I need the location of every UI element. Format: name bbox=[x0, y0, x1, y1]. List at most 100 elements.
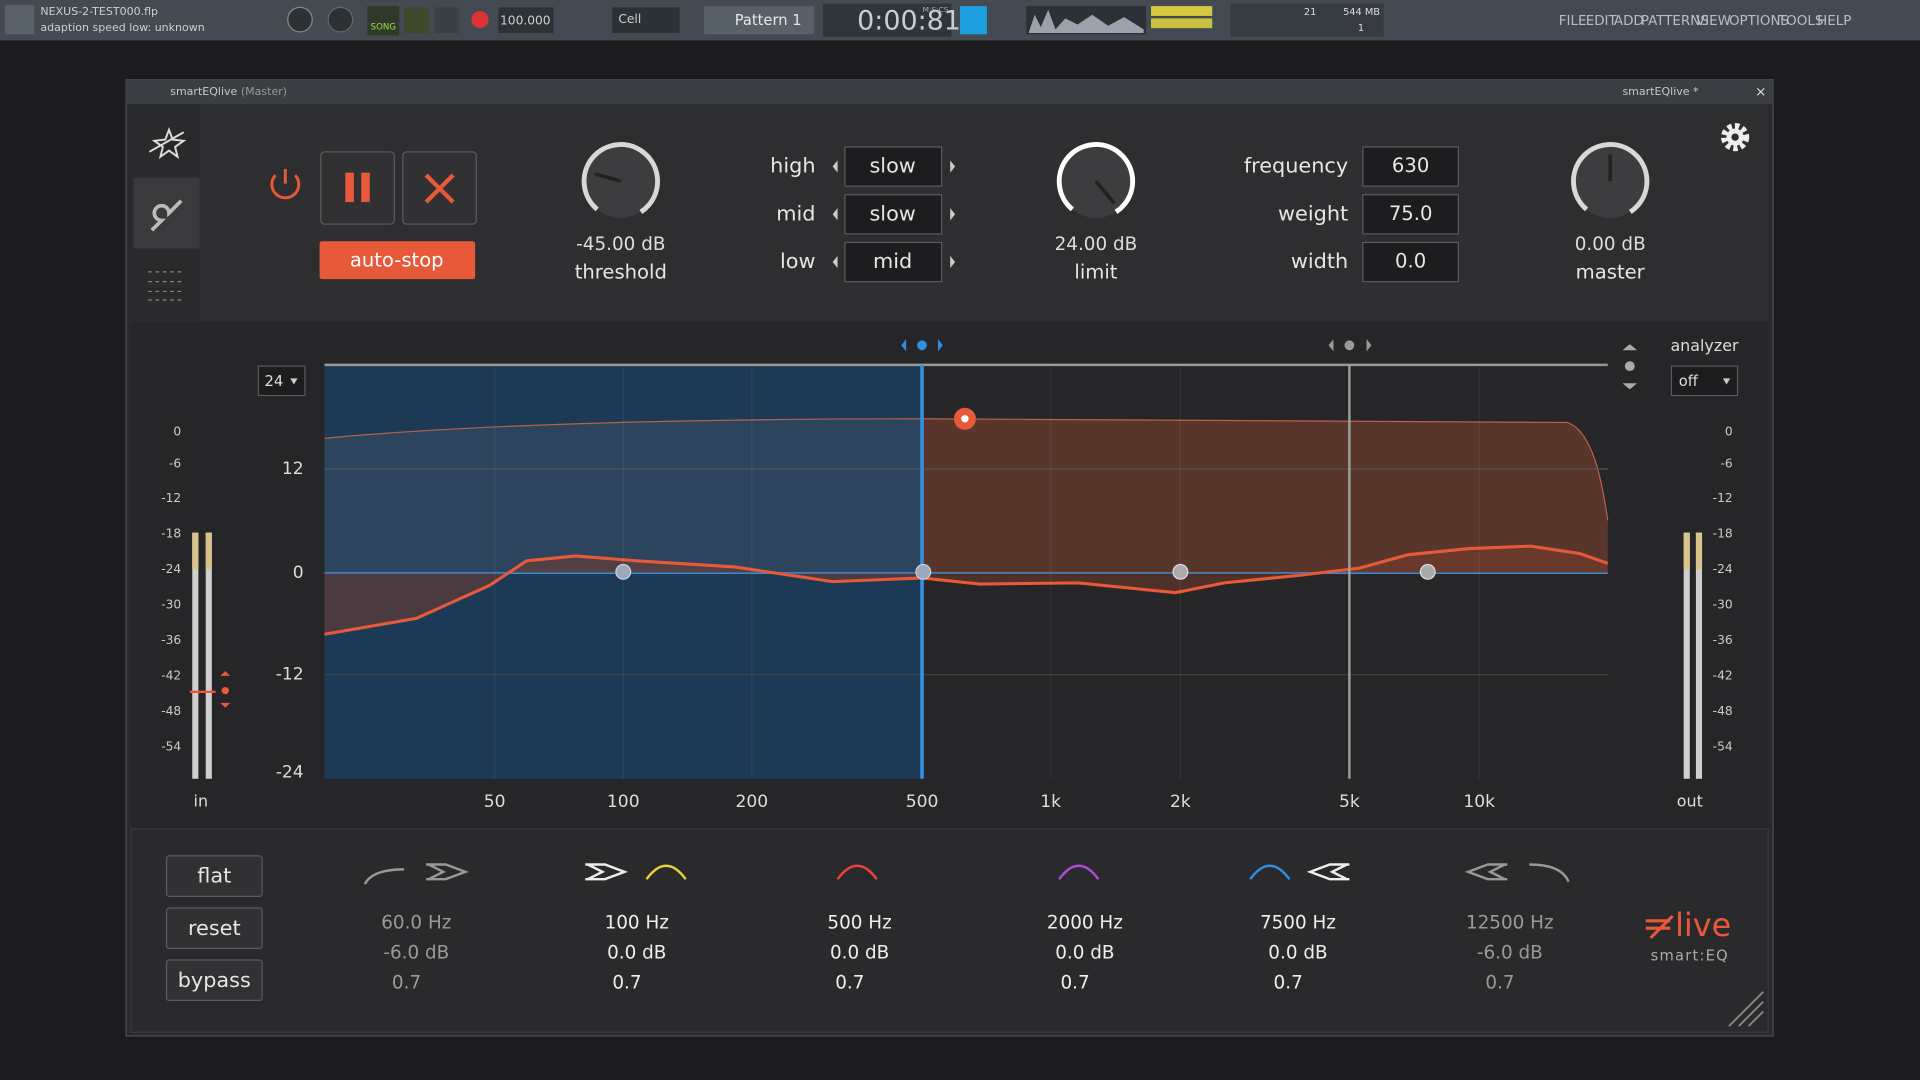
gain-tick-label: 12 bbox=[282, 459, 304, 479]
split-handle[interactable] bbox=[917, 340, 927, 351]
speed-box[interactable] bbox=[844, 194, 943, 235]
menu-item[interactable]: HELP bbox=[1817, 14, 1851, 29]
in-scale-label: -24 bbox=[161, 562, 181, 576]
band4-bell[interactable] bbox=[1058, 864, 1100, 880]
band6-icons[interactable] bbox=[1464, 863, 1570, 883]
power-button[interactable] bbox=[270, 168, 301, 200]
pause-button[interactable] bbox=[320, 151, 395, 225]
speed-label: mid bbox=[776, 201, 815, 225]
arrow-left[interactable] bbox=[832, 208, 838, 221]
band-frequency[interactable]: 12500 Hz bbox=[1466, 912, 1554, 933]
split-arrows[interactable] bbox=[1328, 339, 1372, 352]
resize-grip[interactable] bbox=[1728, 991, 1764, 1027]
online-button[interactable] bbox=[960, 6, 987, 35]
button[interactable] bbox=[165, 907, 263, 949]
menu-item[interactable]: OPTIONS bbox=[1729, 14, 1789, 29]
scroll-handle[interactable] bbox=[1624, 361, 1635, 372]
pause-button[interactable] bbox=[404, 7, 429, 34]
input-meter-top bbox=[205, 532, 212, 570]
snap-box[interactable] bbox=[612, 7, 680, 34]
band-frequency[interactable]: 7500 Hz bbox=[1260, 912, 1336, 933]
split-handle[interactable] bbox=[1344, 340, 1355, 351]
gate-handle[interactable] bbox=[221, 686, 229, 695]
band2-shape[interactable] bbox=[585, 863, 628, 881]
app-icon[interactable] bbox=[4, 4, 35, 35]
split-arrows[interactable] bbox=[901, 339, 943, 352]
band-q[interactable]: 0.7 bbox=[835, 972, 864, 993]
preset-name[interactable]: smartEQlive * bbox=[1622, 85, 1699, 98]
speed-box[interactable] bbox=[844, 241, 943, 283]
arrow-right[interactable] bbox=[950, 160, 956, 173]
stop-button[interactable] bbox=[434, 7, 460, 34]
band-frequency[interactable]: 100 Hz bbox=[605, 912, 669, 933]
master-knob[interactable] bbox=[1558, 129, 1662, 233]
record-button[interactable] bbox=[471, 11, 489, 29]
speed-label: high bbox=[770, 154, 815, 178]
band-q[interactable]: 0.7 bbox=[1485, 972, 1514, 993]
band-q[interactable]: 0.7 bbox=[392, 972, 421, 993]
master-volume[interactable] bbox=[287, 6, 313, 33]
band1-icons[interactable] bbox=[363, 863, 469, 885]
song-mode[interactable] bbox=[367, 6, 400, 36]
band-gain[interactable]: 0.0 dB bbox=[1055, 942, 1114, 963]
in-label: in bbox=[194, 792, 209, 811]
range-dropdown[interactable] bbox=[257, 365, 306, 397]
button[interactable] bbox=[165, 855, 263, 897]
band-gain[interactable]: 0.0 dB bbox=[830, 942, 889, 963]
band-q[interactable]: 0.7 bbox=[1274, 972, 1303, 993]
master-pitch[interactable] bbox=[327, 6, 354, 33]
speed-box[interactable] bbox=[844, 146, 943, 187]
band2-bell[interactable] bbox=[645, 864, 687, 880]
menu-item[interactable]: ADD bbox=[1614, 14, 1644, 29]
band5-bell[interactable] bbox=[1249, 864, 1291, 880]
pattern-box[interactable] bbox=[704, 6, 815, 35]
arrow-right[interactable] bbox=[950, 208, 956, 221]
band-node[interactable] bbox=[915, 563, 932, 580]
instrument-tab[interactable] bbox=[133, 177, 200, 249]
band-controls: flat reset bypass 60.0 Hz -6.0 dB 0.7 100 Hz 0.… bbox=[165, 855, 1554, 1002]
menu-item[interactable]: VIEW bbox=[1696, 14, 1731, 29]
auto-stop-button[interactable] bbox=[319, 241, 476, 280]
out-scale-label: -30 bbox=[1713, 597, 1733, 611]
output-meter-top bbox=[1695, 532, 1703, 570]
menu-item[interactable]: EDIT bbox=[1586, 14, 1618, 29]
band-q[interactable]: 0.7 bbox=[612, 972, 641, 993]
arrow-left[interactable] bbox=[832, 160, 838, 173]
field-box[interactable] bbox=[1362, 241, 1459, 283]
time-format: M:S:CS bbox=[923, 5, 949, 14]
button[interactable] bbox=[165, 959, 263, 1002]
menu-item[interactable]: PATTERNS bbox=[1641, 14, 1709, 29]
band5-shape[interactable] bbox=[1306, 863, 1350, 881]
band-node[interactable] bbox=[1419, 563, 1436, 580]
out-scale-label: -36 bbox=[1713, 633, 1733, 647]
freq-tick-label: 2k bbox=[1170, 792, 1191, 812]
freq-tick-label: 10k bbox=[1463, 792, 1495, 812]
arrow-left[interactable] bbox=[832, 255, 838, 269]
eq-icon[interactable] bbox=[148, 271, 185, 301]
band-frequency[interactable]: 60.0 Hz bbox=[381, 912, 451, 933]
settings-button[interactable] bbox=[1721, 123, 1750, 152]
field-box[interactable] bbox=[1362, 146, 1459, 187]
magic-icon[interactable] bbox=[148, 127, 187, 160]
band-gain[interactable]: -6.0 dB bbox=[383, 942, 449, 963]
band-gain[interactable]: 0.0 dB bbox=[1268, 942, 1327, 963]
band3-bell[interactable] bbox=[836, 864, 878, 880]
band-gain[interactable]: 0.0 dB bbox=[607, 942, 666, 963]
band-q[interactable]: 0.7 bbox=[1061, 972, 1090, 993]
band-frequency[interactable]: 2000 Hz bbox=[1047, 912, 1123, 933]
out-scale-label: -42 bbox=[1713, 668, 1733, 682]
limit-knob[interactable] bbox=[1044, 129, 1148, 233]
arrow-right[interactable] bbox=[950, 255, 956, 269]
tempo-box[interactable] bbox=[498, 7, 554, 34]
threshold-knob[interactable] bbox=[569, 129, 673, 233]
menu-item[interactable]: TOOLS bbox=[1777, 14, 1823, 29]
band-node[interactable] bbox=[1172, 563, 1189, 580]
menu-item[interactable]: FILE bbox=[1559, 14, 1587, 29]
close-window[interactable]: × bbox=[1755, 85, 1766, 100]
band-gain[interactable]: -6.0 dB bbox=[1477, 942, 1543, 963]
window-titlebar bbox=[126, 79, 1774, 105]
band-frequency[interactable]: 500 Hz bbox=[827, 912, 891, 933]
band-node[interactable] bbox=[615, 563, 632, 580]
input-meter-top bbox=[192, 532, 199, 570]
field-box[interactable] bbox=[1362, 194, 1459, 235]
